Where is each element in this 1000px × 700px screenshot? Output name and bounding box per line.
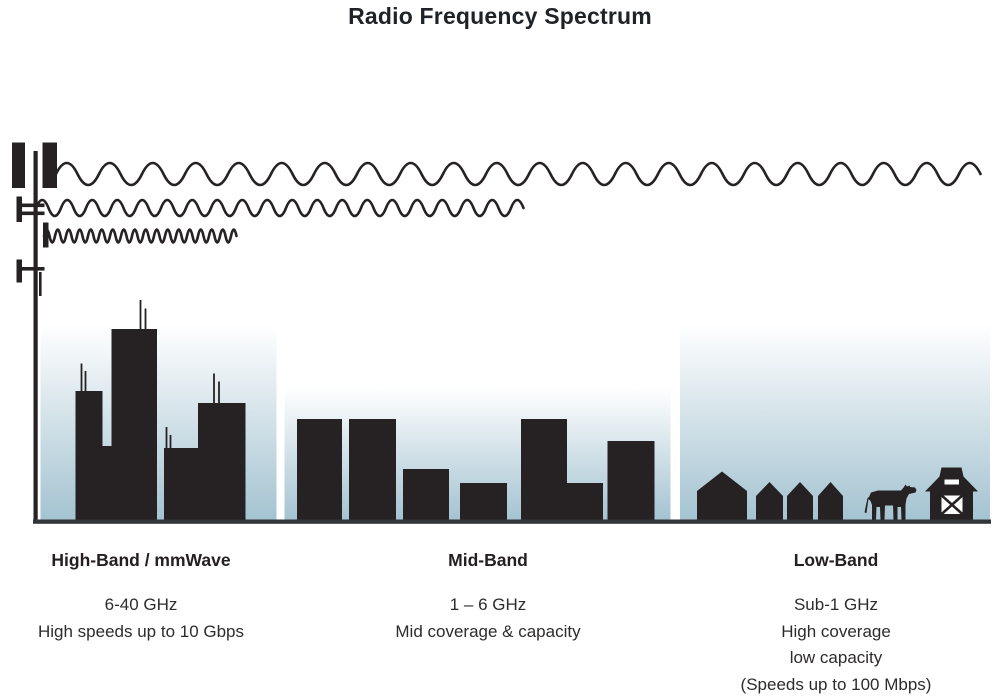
- long-wavelength-wave: [54, 161, 982, 187]
- medium-wavelength-wave: [34, 198, 525, 218]
- rooftop-antennas: [80, 300, 220, 448]
- band-detail-line: (Speeds up to 100 Mbps): [740, 674, 932, 694]
- building: [521, 419, 567, 520]
- low-band-village: [697, 467, 978, 521]
- antenna-panel-small-upper: [16, 196, 22, 222]
- high-band-label: High-Band / mmWave: [51, 550, 231, 570]
- skyscraper: [198, 403, 246, 520]
- ground-baseline: [33, 519, 991, 524]
- barn-icon: [925, 467, 978, 520]
- building: [349, 419, 396, 520]
- antenna-panel-small-right: [43, 222, 49, 248]
- antenna-panel-right: [42, 142, 57, 188]
- building: [460, 483, 507, 520]
- building: [297, 419, 342, 520]
- cow-icon: [864, 484, 917, 520]
- barn-door-cross: [939, 493, 965, 517]
- low-band-details: Sub-1 GHz High coverage low capacity (Sp…: [706, 592, 966, 698]
- skyscraper: [75, 391, 103, 520]
- house: [697, 471, 747, 521]
- antenna-panel-small-lower: [16, 259, 22, 283]
- page-title: Radio Frequency Spectrum: [348, 3, 652, 29]
- tower-crossarm-2: [16, 211, 45, 216]
- band-detail-line: Mid coverage & capacity: [395, 621, 581, 641]
- high-band-details: 6-40 GHz High speeds up to 10 Gbps: [11, 592, 271, 645]
- low-band-label: Low-Band: [793, 550, 879, 570]
- building: [403, 469, 449, 520]
- tower-cable: [39, 272, 42, 296]
- barn-loft-vent: [944, 479, 959, 485]
- tower-crossarm-3: [16, 267, 45, 271]
- house: [756, 482, 783, 521]
- mid-band-skyline: [297, 419, 655, 520]
- skyscraper: [111, 329, 157, 520]
- band-detail-line: 1 – 6 GHz: [449, 595, 527, 614]
- house: [787, 482, 813, 521]
- tower-pole: [33, 151, 38, 520]
- antenna-panel-left: [12, 142, 25, 188]
- skyscraper: [164, 448, 198, 520]
- building: [607, 441, 655, 520]
- band-detail-line: 6-40 GHz: [104, 595, 178, 614]
- high-band-skyline: [75, 300, 246, 520]
- band-detail-line: Sub-1 GHz: [793, 595, 879, 614]
- mid-band-details: 1 – 6 GHz Mid coverage & capacity: [358, 592, 618, 645]
- mid-band-label: Mid-Band: [448, 550, 528, 570]
- cell-tower-icon: [12, 142, 57, 520]
- building: [567, 483, 603, 520]
- band-detail-line: High speeds up to 10 Gbps: [37, 621, 245, 641]
- skyscraper: [102, 446, 112, 520]
- band-detail-line: High coverage: [781, 621, 891, 641]
- short-wavelength-wave: [42, 228, 238, 244]
- house: [818, 482, 843, 521]
- tower-crossarm-1: [16, 203, 45, 208]
- radio-waves: [34, 161, 982, 244]
- band-detail-line: low capacity: [789, 648, 883, 667]
